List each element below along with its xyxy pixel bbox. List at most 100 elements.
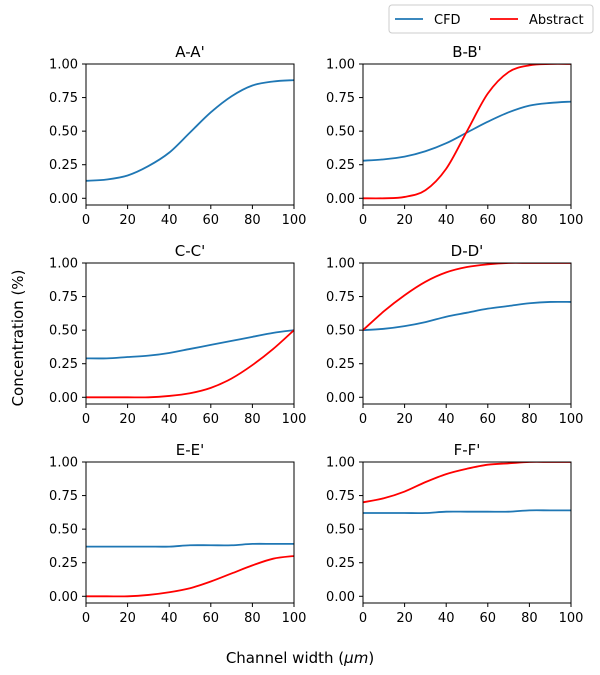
x-tick-label-d-d: 100 (559, 412, 584, 427)
y-tick-label-a-a: 1.00 (49, 58, 78, 73)
y-tick-label-b-b: 1.00 (326, 58, 355, 73)
panel-title-a-a: A-A' (175, 43, 204, 61)
x-tick-label-f-f: 60 (480, 611, 497, 626)
x-tick-label-e-e: 40 (161, 611, 178, 626)
y-tick-label-a-a: 0.75 (49, 91, 78, 106)
x-tick-label-c-c: 80 (244, 412, 261, 427)
panel-d-d: D-D' 0 20 40 60 80 100 0.00 0.25 0.50 0.75 1.00 (326, 242, 583, 427)
x-tick-label-a-a: 40 (161, 213, 178, 228)
y-tick-label-a-a: 0.50 (49, 125, 78, 140)
y-tick-label-a-a: 0.25 (49, 158, 78, 173)
y-tick-label-e-e: 0.50 (49, 523, 78, 538)
y-tick-label-f-f: 0.00 (326, 590, 355, 605)
y-tick-label-c-c: 0.75 (49, 290, 78, 305)
y-tick-label-d-d: 1.00 (326, 257, 355, 272)
x-tick-label-b-b: 80 (521, 213, 538, 228)
series-line-cfd-c-c (86, 329, 294, 360)
y-tick-label-d-d: 0.50 (326, 324, 355, 339)
y-tick-label-b-b: 0.00 (326, 192, 355, 207)
x-tick-label-b-b: 60 (480, 213, 497, 228)
axes-frame-a-a (85, 63, 295, 206)
x-tick-label-d-d: 80 (521, 412, 538, 427)
x-tick-label-a-a: 20 (119, 213, 136, 228)
x-tick-label-c-c: 100 (282, 412, 307, 427)
x-tick-label-e-e: 100 (282, 611, 307, 626)
chart-panels: A-A' 0 20 40 60 80 100 0.00 0.25 0.50 0.75 1.00 B-B'… (49, 43, 583, 626)
series-line-abstract-c-c (86, 329, 294, 399)
x-tick-label-a-a: 80 (244, 213, 261, 228)
x-tick-label-c-c: 40 (161, 412, 178, 427)
x-tick-label-f-f: 100 (559, 611, 584, 626)
y-tick-label-f-f: 0.50 (326, 523, 355, 538)
y-tick-label-d-d: 0.25 (326, 357, 355, 372)
legend-label-cfd: CFD (434, 13, 461, 28)
x-tick-label-e-e: 80 (244, 611, 261, 626)
y-axis-label: Concentration (%) (9, 270, 27, 407)
x-tick-label-a-a: 100 (282, 213, 307, 228)
y-tick-label-e-e: 1.00 (49, 456, 78, 471)
y-tick-label-d-d: 0.75 (326, 290, 355, 305)
x-axis-label: Channel width (μm) (226, 649, 374, 667)
series-line-cfd-e-e (86, 542, 294, 548)
x-tick-label-f-f: 40 (438, 611, 455, 626)
y-tick-label-b-b: 0.25 (326, 158, 355, 173)
x-tick-label-f-f: 80 (521, 611, 538, 626)
panel-title-d-d: D-D' (451, 242, 484, 260)
y-tick-label-e-e: 0.25 (49, 556, 78, 571)
series-line-abstract-b-b (363, 64, 571, 200)
axes-frame-d-d (362, 262, 572, 405)
series-line-abstract-d-d (363, 263, 571, 331)
x-tick-label-c-c: 0 (82, 412, 90, 427)
y-tick-label-b-b: 0.50 (326, 125, 355, 140)
x-tick-label-d-d: 40 (438, 412, 455, 427)
y-tick-label-c-c: 0.25 (49, 357, 78, 372)
y-tick-label-c-c: 0.00 (49, 391, 78, 406)
y-tick-label-e-e: 0.00 (49, 590, 78, 605)
x-tick-label-e-e: 60 (203, 611, 220, 626)
x-tick-label-f-f: 0 (359, 611, 367, 626)
panel-title-f-f: F-F' (454, 441, 481, 459)
legend: CFD Abstract (388, 4, 594, 34)
x-tick-label-a-a: 60 (203, 213, 220, 228)
x-tick-label-d-d: 0 (359, 412, 367, 427)
series-line-abstract-e-e (86, 555, 294, 598)
y-tick-label-f-f: 0.75 (326, 489, 355, 504)
x-axis-label-text: Channel width ( (226, 649, 344, 667)
x-tick-label-e-e: 0 (82, 611, 90, 626)
y-tick-label-e-e: 0.75 (49, 489, 78, 504)
series-line-cfd-a-a (86, 79, 294, 182)
y-tick-label-a-a: 0.00 (49, 192, 78, 207)
legend-label-abstract: Abstract (529, 13, 584, 28)
series-line-cfd-d-d (363, 300, 571, 332)
y-tick-label-c-c: 1.00 (49, 257, 78, 272)
axes-frame-e-e (85, 461, 295, 604)
axes-frame-c-c (85, 262, 295, 405)
x-tick-label-c-c: 60 (203, 412, 220, 427)
x-axis-label-close: ) (368, 649, 374, 667)
y-tick-label-f-f: 1.00 (326, 456, 355, 471)
y-tick-label-c-c: 0.50 (49, 324, 78, 339)
panel-b-b: B-B' 0 20 40 60 80 100 0.00 0.25 0.50 0.75 1.00 (326, 43, 583, 228)
panel-title-e-e: E-E' (176, 441, 205, 459)
panel-e-e: E-E' 0 20 40 60 80 100 0.00 0.25 0.50 0.75 1.00 (49, 441, 306, 626)
x-axis-label-unit: μm (343, 649, 368, 667)
axes-frame-b-b (362, 63, 572, 206)
series-line-abstract-f-f (363, 462, 571, 504)
series-line-cfd-f-f (363, 509, 571, 515)
axes-frame-f-f (362, 461, 572, 604)
y-tick-label-f-f: 0.25 (326, 556, 355, 571)
x-tick-label-c-c: 20 (119, 412, 136, 427)
panel-title-b-b: B-B' (452, 43, 482, 61)
x-tick-label-f-f: 20 (396, 611, 413, 626)
panel-a-a: A-A' 0 20 40 60 80 100 0.00 0.25 0.50 0.75 1.00 (49, 43, 306, 228)
y-tick-label-b-b: 0.75 (326, 91, 355, 106)
x-tick-label-b-b: 100 (559, 213, 584, 228)
panel-c-c: C-C' 0 20 40 60 80 100 0.00 0.25 0.50 0.75 1.00 (49, 242, 306, 427)
panel-f-f: F-F' 0 20 40 60 80 100 0.00 0.25 0.50 0.75 1.00 (326, 441, 583, 626)
x-tick-label-d-d: 60 (480, 412, 497, 427)
panel-title-c-c: C-C' (175, 242, 205, 260)
y-tick-label-d-d: 0.00 (326, 391, 355, 406)
x-tick-label-e-e: 20 (119, 611, 136, 626)
x-tick-label-b-b: 0 (359, 213, 367, 228)
